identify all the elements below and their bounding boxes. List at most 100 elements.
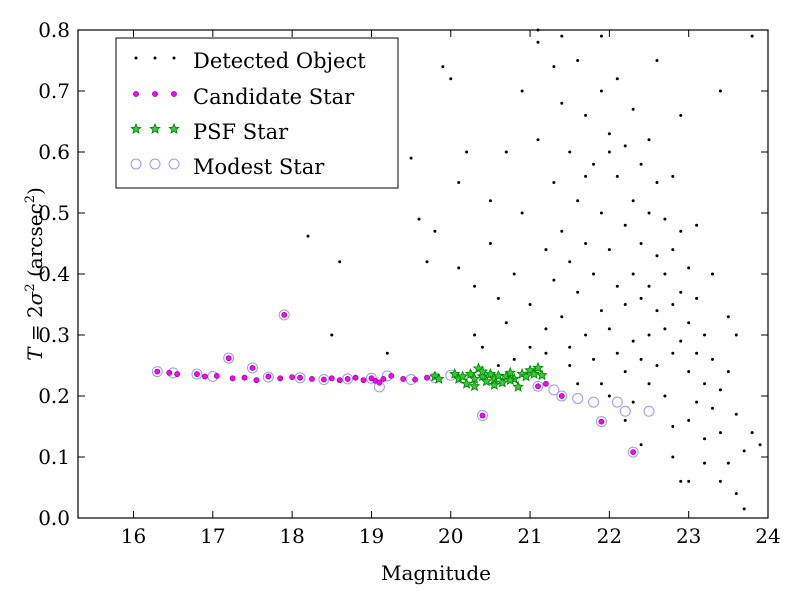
detected-object-point xyxy=(615,284,619,288)
detected-object-point xyxy=(703,461,707,465)
detected-object-point xyxy=(512,357,516,361)
candidate-star-point xyxy=(297,374,303,381)
detected-object-point xyxy=(647,382,651,386)
modest-star-point xyxy=(532,380,544,392)
legend-marker-modest-star-point xyxy=(168,158,180,170)
detected-object-point xyxy=(607,394,611,398)
candidate-star-point xyxy=(265,373,272,380)
modest-star-point xyxy=(595,416,607,428)
detected-object-point xyxy=(615,77,619,81)
detected-object-point xyxy=(599,211,603,215)
candidate-star-point xyxy=(253,377,260,384)
modest-star-point xyxy=(588,396,600,408)
y-axis-label-unit-close: ) xyxy=(23,187,47,195)
legend-marker-candidate-star-point xyxy=(152,91,158,97)
y-axis-label-unit-exp: 2 xyxy=(23,195,38,203)
candidate-star-point xyxy=(320,376,327,383)
detected-object-point xyxy=(647,284,651,288)
detected-object-point xyxy=(639,443,643,447)
modest-star-point xyxy=(318,374,330,386)
candidate-star-point xyxy=(412,376,418,383)
candidate-star-point xyxy=(376,379,383,386)
x-tick-label: 18 xyxy=(279,524,304,548)
detected-object-point xyxy=(655,309,659,313)
legend-marker-psf-star-point xyxy=(130,122,142,134)
modest-star-point xyxy=(294,372,306,384)
detected-object-point xyxy=(695,296,699,300)
detected-object-point xyxy=(552,181,556,184)
modest-star-point xyxy=(278,309,290,321)
x-tick-label: 21 xyxy=(517,524,542,548)
detected-object-point xyxy=(480,345,484,349)
candidate-star-point xyxy=(277,375,284,382)
detected-object-point xyxy=(671,248,675,252)
modest-star-point xyxy=(611,396,623,408)
candidate-star-point xyxy=(309,376,315,382)
detected-object-point xyxy=(615,351,619,355)
detected-object-point xyxy=(552,278,556,282)
detected-object-point xyxy=(695,351,699,355)
candidate-star-point xyxy=(388,372,395,379)
detected-object-point xyxy=(655,364,659,367)
legend-box xyxy=(115,37,399,189)
candidate-star-point xyxy=(535,383,541,390)
detected-object-point xyxy=(560,34,564,38)
psf-star-point xyxy=(468,380,481,392)
psf-star-point xyxy=(433,372,445,384)
x-tick-label: 20 xyxy=(438,524,463,548)
detected-object-point xyxy=(385,351,389,355)
detected-object-point xyxy=(441,65,445,69)
detected-object-point xyxy=(623,303,627,306)
modest-star-point xyxy=(556,390,568,402)
detected-object-point xyxy=(655,59,659,62)
candidate-star-point xyxy=(154,368,161,375)
candidate-star-points xyxy=(154,311,637,456)
detected-object-point xyxy=(544,351,548,355)
detected-object-point xyxy=(568,150,572,154)
detected-object-point xyxy=(584,113,588,117)
candidate-star-point xyxy=(336,377,343,384)
psf-star-point xyxy=(460,377,473,389)
detected-object-point xyxy=(695,223,699,227)
detected-object-point xyxy=(687,479,691,483)
y-tick-label: 0.3 xyxy=(38,323,70,347)
detected-object-point xyxy=(615,174,619,178)
y-tick-label: 0.6 xyxy=(38,140,70,164)
detected-object-point xyxy=(544,327,548,331)
detected-object-point xyxy=(599,382,603,386)
legend-label-detected: Detected Object xyxy=(193,49,366,73)
detected-object-point xyxy=(607,150,611,154)
detected-object-point xyxy=(687,321,691,325)
detected-object-point xyxy=(592,162,596,166)
modest-star-point xyxy=(627,446,639,458)
detected-object-point xyxy=(687,266,691,270)
candidate-star-point xyxy=(424,374,430,381)
candidate-star-point xyxy=(344,376,351,382)
detected-object-point xyxy=(703,382,707,386)
y-axis-label: T = 2σ2 (arcsec2) xyxy=(23,187,47,361)
detected-object-point xyxy=(473,284,477,288)
detected-object-point xyxy=(584,242,588,245)
candidate-star-point xyxy=(479,412,486,419)
detected-object-point xyxy=(488,199,492,203)
detected-object-point xyxy=(687,418,691,422)
legend-marker-psf-star-point xyxy=(149,122,161,134)
x-tick-label: 17 xyxy=(200,524,225,548)
detected-object-point xyxy=(726,461,730,465)
detected-object-point xyxy=(671,174,675,178)
detected-object-point xyxy=(623,223,627,227)
detected-object-point xyxy=(607,248,611,252)
detected-object-point xyxy=(568,260,572,264)
psf-star-point xyxy=(476,365,489,377)
modest-star-point xyxy=(342,373,354,385)
detected-object-point xyxy=(465,150,469,154)
y-axis-label-lhs: T xyxy=(23,346,47,361)
modest-star-point xyxy=(548,384,560,396)
detected-object-point xyxy=(710,406,714,410)
legend-marker-psf-star-point xyxy=(168,122,180,134)
detected-object-point xyxy=(671,455,675,459)
psf-star-point xyxy=(492,369,505,381)
legend-label-candidate: Candidate Star xyxy=(193,85,355,109)
detected-object-point xyxy=(758,443,762,447)
candidate-star-point xyxy=(360,377,367,384)
